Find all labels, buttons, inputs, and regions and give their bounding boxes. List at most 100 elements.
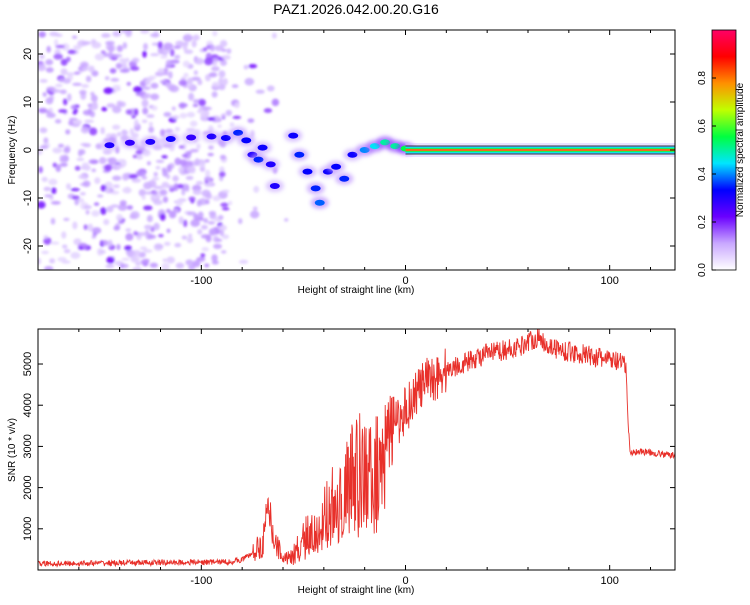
noise-speckle	[50, 217, 56, 225]
trace-point	[124, 139, 135, 146]
noise-speckle	[185, 150, 192, 156]
noise-speckle	[148, 75, 157, 79]
noise-speckle	[162, 170, 168, 177]
noise-speckle	[169, 59, 180, 64]
noise-speckle	[185, 175, 194, 180]
noise-speckle	[59, 162, 68, 167]
noise-speckle	[141, 176, 148, 180]
noise-speckle	[202, 106, 213, 111]
noise-speckle	[112, 53, 123, 58]
y-tick-label: 3000	[22, 434, 34, 458]
noise-speckle	[91, 210, 100, 217]
noise-speckle	[46, 112, 56, 119]
noise-speckle	[170, 48, 175, 57]
noise-speckle	[131, 254, 137, 262]
noise-speckle	[108, 51, 113, 58]
noise-speckle	[62, 98, 68, 106]
noise-speckle	[153, 199, 163, 205]
noise-speckle	[171, 115, 180, 120]
noise-speckle	[87, 103, 92, 107]
noise-speckle	[178, 216, 184, 225]
noise-speckle	[115, 163, 125, 169]
noise-speckle	[103, 219, 110, 226]
noise-speckle	[132, 154, 138, 159]
noise-speckle	[252, 206, 258, 211]
noise-speckle	[225, 109, 233, 117]
noise-speckle	[129, 128, 135, 135]
noise-speckle	[231, 84, 239, 88]
noise-speckle	[192, 103, 199, 108]
noise-speckle	[201, 224, 208, 230]
noise-speckle	[284, 218, 289, 222]
noise-speckle	[212, 195, 221, 202]
noise-speckle	[228, 200, 233, 206]
snr-frame	[37, 328, 676, 571]
noise-speckle	[189, 148, 199, 153]
noise-speckle	[266, 85, 275, 92]
noise-speckle	[66, 183, 72, 190]
noise-speckle	[163, 67, 169, 73]
noise-speckle	[150, 82, 159, 89]
noise-speckle	[185, 259, 194, 266]
noise-speckle	[163, 112, 172, 118]
noise-speckle	[142, 258, 150, 263]
noise-speckle	[263, 108, 273, 114]
noise-speckle	[106, 205, 114, 213]
noise-speckle	[95, 143, 102, 150]
noise-speckle	[220, 202, 229, 208]
noise-speckle	[46, 86, 56, 92]
snr-x-label: Height of straight line (km)	[298, 585, 415, 596]
trace-point	[165, 135, 176, 142]
noise-speckle	[98, 249, 106, 255]
noise-speckle	[147, 234, 157, 239]
noise-speckle	[186, 236, 194, 244]
noise-speckle	[104, 181, 113, 190]
colorbar-label: Normalized spectral amplitude	[735, 82, 746, 217]
noise-speckle	[179, 112, 188, 119]
noise-speckle	[112, 30, 122, 37]
noise-speckle	[192, 189, 202, 195]
noise-speckle	[44, 266, 54, 270]
noise-speckle	[57, 143, 65, 148]
noise-speckle	[135, 149, 143, 155]
y-tick-label: -10	[22, 190, 34, 206]
noise-speckle	[157, 68, 165, 74]
noise-speckle	[150, 194, 160, 200]
noise-speckle	[191, 76, 201, 81]
noise-speckle	[220, 250, 227, 254]
noise-speckle	[85, 75, 92, 83]
noise-speckle	[174, 208, 179, 213]
noise-speckle	[116, 244, 121, 251]
noise-speckle	[91, 227, 102, 234]
noise-speckle	[102, 52, 109, 58]
noise-speckle	[181, 154, 189, 158]
noise-speckle	[135, 170, 144, 177]
noise-speckle	[131, 115, 136, 119]
noise-speckle	[238, 259, 249, 264]
trace-point	[347, 151, 358, 158]
noise-speckle	[110, 77, 120, 82]
noise-speckle	[38, 148, 43, 156]
noise-speckle	[159, 213, 166, 221]
noise-speckle	[206, 40, 213, 46]
noise-speckle	[248, 63, 258, 69]
noise-speckle	[39, 53, 45, 60]
noise-speckle	[196, 109, 202, 114]
noise-speckle	[106, 103, 116, 108]
spectrogram-x-ticks: -100 0 100	[37, 30, 651, 287]
noise-speckle	[138, 189, 146, 197]
noise-speckle	[121, 257, 130, 261]
noise-speckle	[142, 107, 149, 115]
noise-speckle	[38, 201, 46, 209]
noise-speckle	[210, 44, 215, 52]
trace-point	[233, 129, 244, 136]
noise-speckle	[115, 62, 123, 70]
colorbar-gradient	[711, 29, 737, 271]
noise-speckle	[46, 45, 51, 53]
noise-speckle	[53, 53, 63, 60]
noise-speckle	[197, 79, 203, 86]
noise-speckle	[232, 115, 242, 119]
noise-speckle	[204, 57, 214, 66]
noise-speckle	[150, 33, 160, 38]
noise-speckle	[169, 85, 180, 93]
